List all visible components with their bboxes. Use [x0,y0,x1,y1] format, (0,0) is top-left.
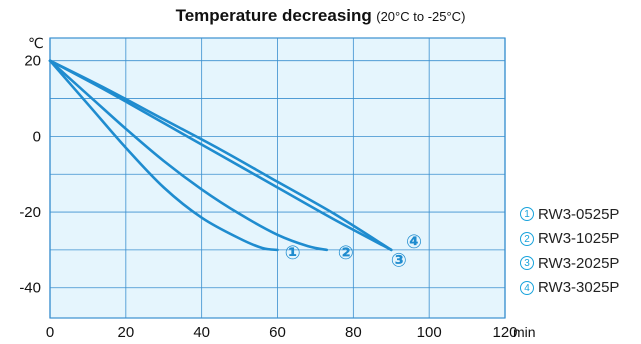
legend-marker-4: 4 [520,280,534,295]
data-curves [48,59,393,252]
grid-lines [49,37,506,319]
x-tick-label: 20 [117,324,134,341]
series-line-3 [48,59,393,252]
legend: 1 RW3-0525P 2 RW3-1025P 3 RW3-2025P 4 RW… [520,202,619,300]
legend-label-1: RW3-0525P [538,205,620,223]
x-axis-unit: min [513,324,536,340]
x-tick-label: 60 [269,324,286,341]
legend-label-4: RW3-3025P [538,279,620,297]
legend-marker-2: 2 [520,231,534,246]
legend-label-2: RW3-1025P [538,230,620,248]
legend-item: 1 RW3-0525P [520,202,619,227]
chart-title-subtitle: (20°C to -25°C) [376,9,466,24]
y-tick-label: 20 [24,53,41,70]
series-line-1 [48,59,279,252]
legend-marker-3: 3 [520,256,534,271]
series-end-marker-3: ③ [391,251,407,272]
plot-border [49,37,506,319]
legend-item: 2 RW3-1025P [520,227,619,252]
legend-item: 4 RW3-3025P [520,276,619,301]
x-tick-label: 120 [492,324,517,341]
legend-item: 3 RW3-2025P [520,251,619,276]
axis-ticks: 0 20 40 60 80 100 120 20 0 -20 -40 [19,53,517,341]
legend-label-3: RW3-2025P [538,254,620,272]
series-end-marker-1: ① [285,243,301,264]
chart-title: Temperature decreasing (20°C to -25°C) [0,6,641,26]
chart-title-main: Temperature decreasing [175,6,372,25]
series-end-marker-4: ④ [406,232,422,253]
series-line-4 [48,59,393,252]
curve-end-markers: ① ② ③④ [285,232,422,272]
series-end-marker-2: ② [338,243,354,264]
series-line-2 [48,59,329,252]
x-tick-label: 80 [345,324,362,341]
x-tick-label: 0 [46,324,54,341]
y-tick-label: -20 [19,204,41,221]
legend-marker-1: 1 [520,207,534,222]
y-axis-unit: ℃ [28,35,44,51]
x-tick-label: 100 [417,324,442,341]
y-tick-label: -40 [19,280,41,297]
y-tick-label: 0 [33,128,41,145]
x-tick-label: 40 [193,324,210,341]
